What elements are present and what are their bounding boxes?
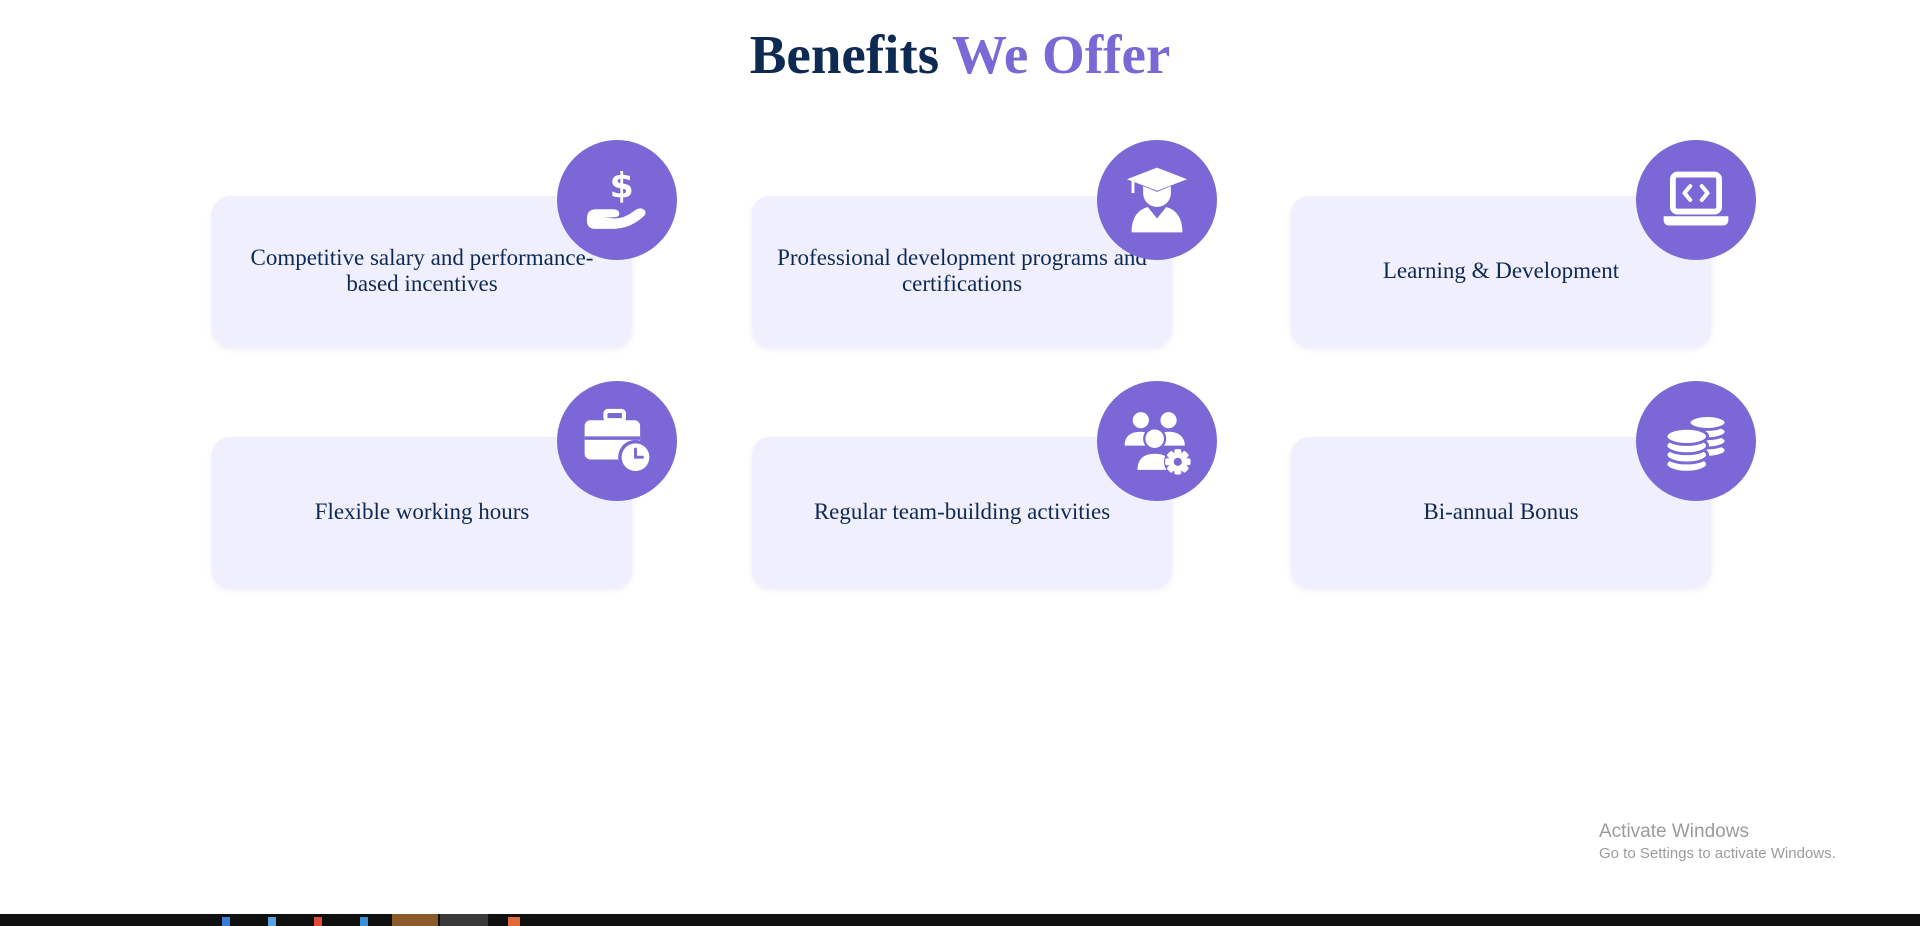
taskbar-app-icon[interactable] (360, 917, 368, 926)
taskbar (0, 914, 1920, 926)
taskbar-app-icon[interactable] (268, 917, 276, 926)
benefit-text: Competitive salary and performance-based… (250, 245, 594, 296)
briefcase-clock-icon (557, 381, 677, 501)
page-title: Benefits We Offer (0, 22, 1920, 88)
taskbar-app-icon[interactable] (222, 917, 230, 926)
graduate-icon (1097, 140, 1217, 260)
benefit-text: Regular team-building activities (813, 499, 1111, 524)
taskbar-app-icon[interactable] (392, 914, 438, 926)
benefit-text: Learning & Development (1382, 258, 1620, 283)
title-main: Benefits (749, 24, 940, 85)
benefit-text: Professional development programs and ce… (777, 245, 1147, 296)
taskbar-app-icon[interactable] (314, 917, 322, 926)
hand-dollar-icon: $ (557, 140, 677, 260)
watermark-title: Activate Windows (1599, 821, 1749, 842)
coins-icon (1636, 381, 1756, 501)
laptop-code-icon (1636, 140, 1756, 260)
team-gear-icon (1097, 381, 1217, 501)
taskbar-app-icon[interactable] (508, 917, 520, 926)
watermark-subtitle: Go to Settings to activate Windows. (1599, 845, 1836, 862)
title-accent: We Offer (951, 24, 1171, 85)
taskbar-app-icon[interactable] (440, 914, 488, 926)
svg-text:$: $ (610, 167, 634, 207)
benefit-text: Bi-annual Bonus (1423, 499, 1579, 524)
benefit-text: Flexible working hours (314, 499, 530, 524)
activate-windows-watermark: Activate Windows Go to Settings to activ… (1599, 820, 1836, 864)
